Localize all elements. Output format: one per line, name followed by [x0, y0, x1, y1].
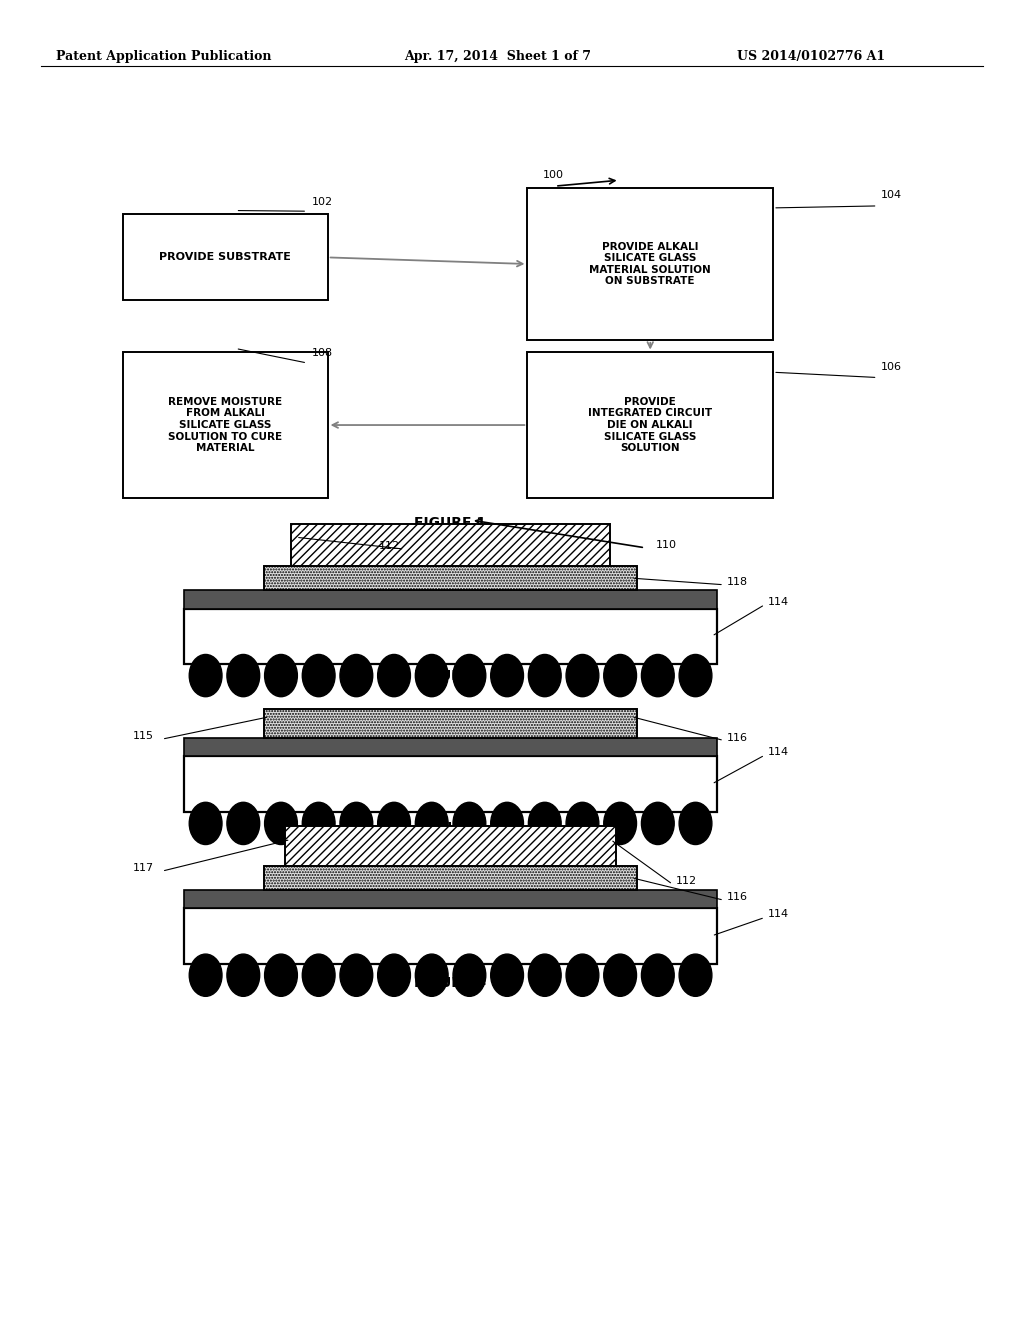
- Text: 100: 100: [543, 170, 564, 181]
- Text: US 2014/0102776 A1: US 2014/0102776 A1: [737, 50, 886, 63]
- Text: 114: 114: [768, 597, 790, 607]
- Circle shape: [679, 655, 712, 697]
- Text: FIGURE 1: FIGURE 1: [415, 516, 486, 529]
- Circle shape: [528, 803, 561, 845]
- Text: 102: 102: [312, 197, 334, 207]
- Bar: [264, 866, 637, 890]
- Circle shape: [227, 803, 260, 845]
- Circle shape: [340, 655, 373, 697]
- Circle shape: [604, 803, 637, 845]
- Text: 116: 116: [727, 733, 749, 743]
- Bar: [291, 524, 610, 566]
- Text: FIGURE 4: FIGURE 4: [415, 977, 486, 990]
- Circle shape: [641, 803, 674, 845]
- Text: 117: 117: [133, 863, 155, 874]
- Circle shape: [566, 803, 599, 845]
- Bar: [184, 738, 717, 756]
- Text: 114: 114: [768, 909, 790, 920]
- Circle shape: [679, 954, 712, 997]
- Circle shape: [378, 803, 411, 845]
- Circle shape: [416, 655, 449, 697]
- Bar: [123, 214, 328, 300]
- Circle shape: [453, 954, 485, 997]
- Bar: [184, 908, 717, 964]
- Circle shape: [340, 954, 373, 997]
- Circle shape: [264, 655, 297, 697]
- Bar: [184, 890, 717, 908]
- Circle shape: [679, 803, 712, 845]
- Circle shape: [302, 655, 335, 697]
- Circle shape: [227, 954, 260, 997]
- Circle shape: [378, 655, 411, 697]
- Circle shape: [641, 655, 674, 697]
- Circle shape: [604, 655, 637, 697]
- Circle shape: [453, 655, 485, 697]
- Circle shape: [189, 803, 222, 845]
- Bar: [286, 826, 615, 866]
- Text: 118: 118: [727, 577, 749, 587]
- Circle shape: [416, 954, 449, 997]
- Circle shape: [302, 954, 335, 997]
- Circle shape: [378, 954, 411, 997]
- Bar: [264, 709, 637, 738]
- Bar: [527, 352, 773, 498]
- Bar: [184, 756, 717, 812]
- Circle shape: [490, 655, 523, 697]
- Text: PROVIDE
INTEGRATED CIRCUIT
DIE ON ALKALI
SILICATE GLASS
SOLUTION: PROVIDE INTEGRATED CIRCUIT DIE ON ALKALI…: [588, 397, 713, 453]
- Text: 115: 115: [133, 731, 155, 742]
- Text: FIGURE 2: FIGURE 2: [415, 669, 486, 682]
- Text: REMOVE MOISTURE
FROM ALKALI
SILICATE GLASS
SOLUTION TO CURE
MATERIAL: REMOVE MOISTURE FROM ALKALI SILICATE GLA…: [168, 397, 283, 453]
- Circle shape: [302, 803, 335, 845]
- Circle shape: [264, 803, 297, 845]
- Text: 106: 106: [881, 362, 902, 372]
- Text: 112: 112: [676, 876, 697, 887]
- Text: 104: 104: [881, 190, 902, 201]
- Circle shape: [641, 954, 674, 997]
- Circle shape: [416, 803, 449, 845]
- Bar: [184, 609, 717, 664]
- Circle shape: [604, 954, 637, 997]
- Circle shape: [566, 655, 599, 697]
- Bar: [264, 566, 637, 590]
- Circle shape: [453, 803, 485, 845]
- Text: PROVIDE SUBSTRATE: PROVIDE SUBSTRATE: [160, 252, 291, 263]
- Bar: [123, 352, 328, 498]
- Text: FIGURE 3: FIGURE 3: [415, 821, 486, 834]
- Text: Apr. 17, 2014  Sheet 1 of 7: Apr. 17, 2014 Sheet 1 of 7: [404, 50, 592, 63]
- Text: 112: 112: [379, 541, 400, 552]
- Text: 108: 108: [312, 348, 334, 359]
- Circle shape: [528, 655, 561, 697]
- Circle shape: [528, 954, 561, 997]
- Circle shape: [189, 954, 222, 997]
- Circle shape: [189, 655, 222, 697]
- Circle shape: [227, 655, 260, 697]
- Text: PROVIDE ALKALI
SILICATE GLASS
MATERIAL SOLUTION
ON SUBSTRATE: PROVIDE ALKALI SILICATE GLASS MATERIAL S…: [590, 242, 711, 286]
- Text: Patent Application Publication: Patent Application Publication: [56, 50, 271, 63]
- Bar: [184, 590, 717, 609]
- Bar: [527, 187, 773, 339]
- Text: 114: 114: [768, 747, 790, 758]
- Circle shape: [490, 954, 523, 997]
- Circle shape: [264, 954, 297, 997]
- Text: 116: 116: [727, 892, 749, 903]
- Text: 110: 110: [655, 540, 677, 550]
- Circle shape: [566, 954, 599, 997]
- Circle shape: [340, 803, 373, 845]
- Circle shape: [490, 803, 523, 845]
